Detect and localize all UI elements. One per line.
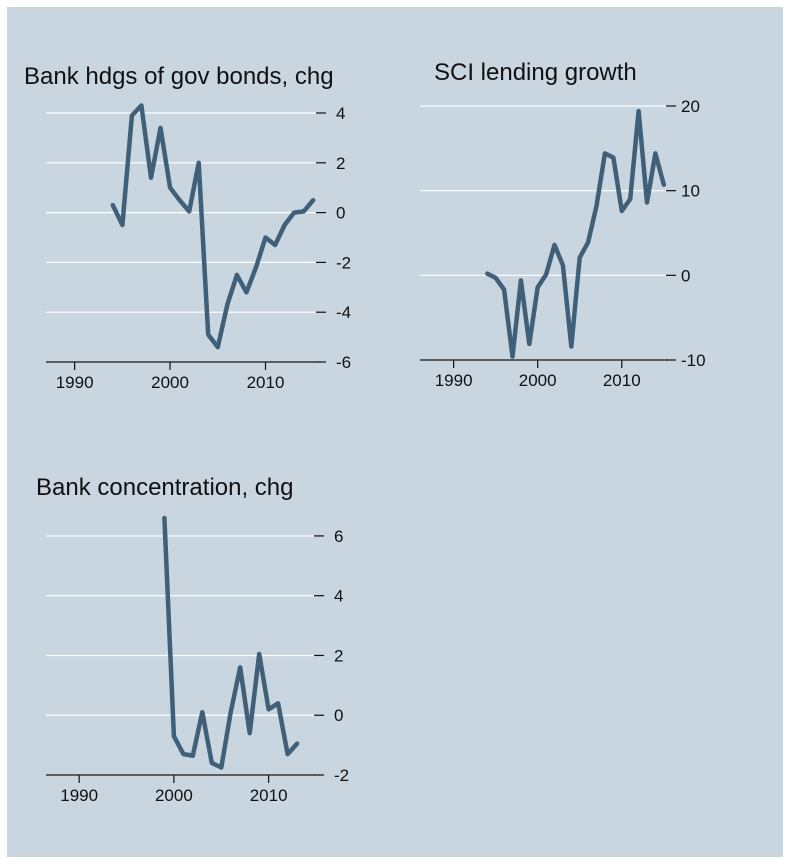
sci-lending-y-tick-label: -10: [681, 351, 706, 370]
sci-lending-x-tick-label: 2010: [603, 371, 641, 390]
sci-lending-y-tick-label: 20: [681, 97, 700, 116]
bank-concentration-y-tick-label: 6: [334, 527, 343, 546]
sci-lending-y-tick-label: 0: [681, 266, 690, 285]
sci-lending-x-tick-label: 1990: [435, 371, 473, 390]
gov-bonds-title: Bank hdgs of gov bonds, chg: [24, 63, 334, 90]
sci-lending-y-tick-label: 10: [681, 182, 700, 201]
gov-bonds-series-line: [110, 103, 316, 350]
bank-concentration-x-tick-label: 1990: [60, 786, 98, 805]
sci-lending-x-tick-label: 2000: [519, 371, 557, 390]
bank-concentration-x-tick-label: 2000: [155, 786, 193, 805]
sci-lending-series-line: [485, 108, 667, 359]
gov-bonds-y-tick-label: 0: [336, 204, 345, 223]
sci-lending-title: SCI lending growth: [434, 59, 637, 86]
gov-bonds-x-tick-label: 1990: [56, 373, 94, 392]
gov-bonds-y-tick-label: -4: [336, 303, 351, 322]
bank-concentration-title: Bank concentration, chg: [36, 474, 294, 501]
gov-bonds-x-tick-label: 2000: [151, 373, 189, 392]
bank-concentration-y-tick-label: 0: [334, 706, 343, 725]
bank-concentration-series-line: [162, 515, 300, 770]
bank-concentration-y-tick-label: 4: [334, 587, 343, 606]
gov-bonds-y-tick-label: 2: [336, 154, 345, 173]
bank-concentration-y-tick-label: 2: [334, 646, 343, 665]
gov-bonds-y-tick-label: 4: [336, 104, 345, 123]
gov-bonds-y-tick-label: -2: [336, 253, 351, 272]
bank-concentration-x-tick-label: 2010: [250, 786, 288, 805]
gov-bonds-y-tick-label: -6: [336, 353, 351, 372]
gov-bonds-x-tick-label: 2010: [247, 373, 285, 392]
bank-concentration-y-tick-label: -2: [334, 766, 349, 785]
